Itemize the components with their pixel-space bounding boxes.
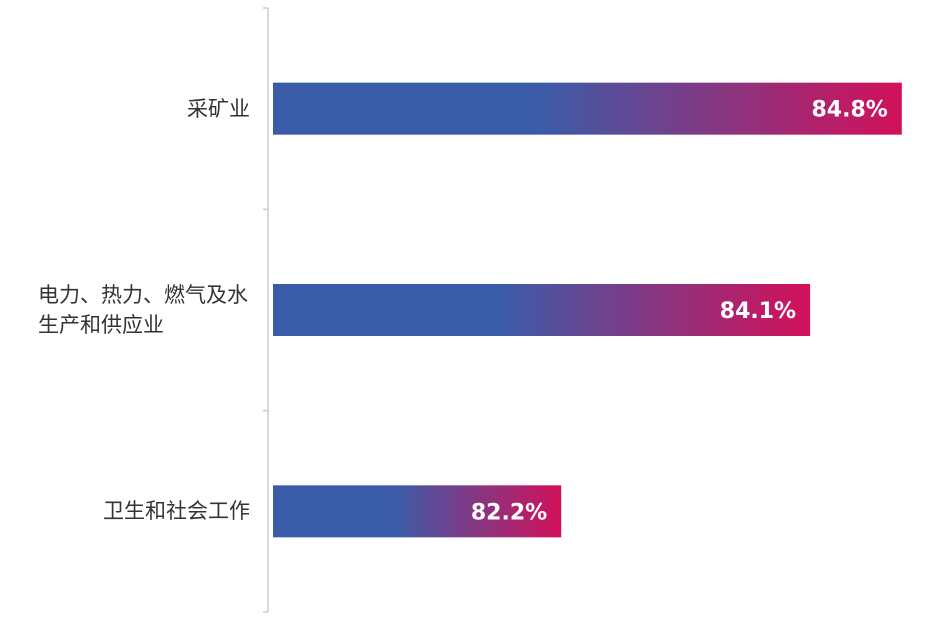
bar — [273, 284, 811, 336]
category-label-box: 卫生和社会工作 — [103, 471, 250, 551]
category-label: 卫生和社会工作 — [103, 499, 250, 524]
category-label: 采矿业 — [187, 96, 250, 121]
category-label-box: 电力、热力、燃气及水生产和供应业 — [38, 270, 250, 350]
category-label-box: 采矿业 — [187, 69, 250, 149]
value-label: 82.2% — [471, 500, 547, 525]
bar — [273, 82, 902, 135]
bar — [273, 485, 562, 538]
value-label: 84.8% — [811, 98, 887, 123]
category-label: 电力、热力、燃气及水生产和供应业 — [38, 283, 248, 337]
value-label: 84.1% — [720, 299, 796, 324]
